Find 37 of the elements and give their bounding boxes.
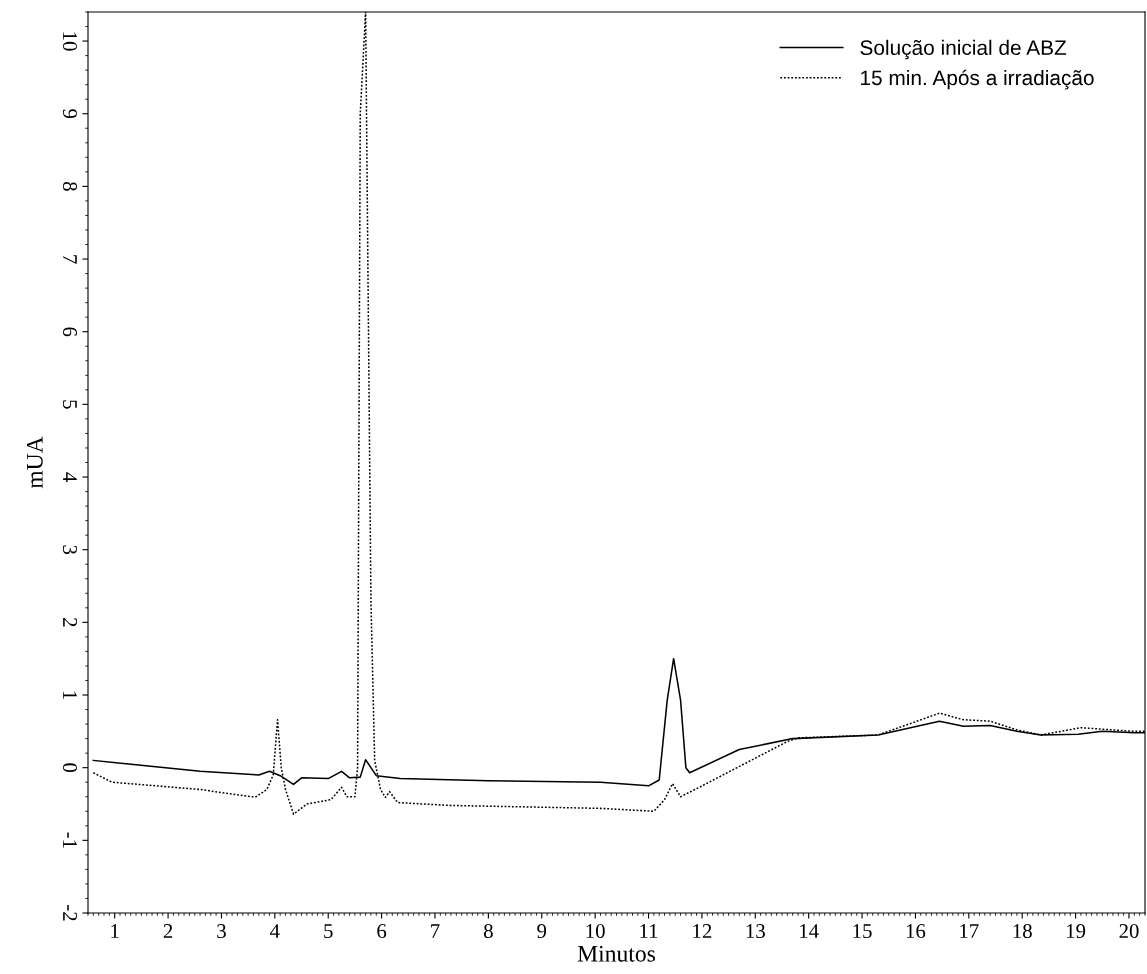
x-tick-label: 4: [270, 924, 280, 938]
y-tick-label: 6: [62, 327, 77, 337]
x-axis-title: Minutos: [577, 945, 655, 962]
x-tick-label: 2: [163, 924, 173, 938]
x-tick-label: 1: [111, 924, 119, 938]
x-tick-label: 18: [1013, 924, 1032, 939]
y-axis-title: mUA: [26, 436, 43, 489]
x-tick-label: 14: [800, 924, 819, 938]
x-tick-label: 8: [483, 924, 493, 939]
y-tick-label: -2: [63, 905, 77, 921]
legend-label: 15 min. Após a irradiação: [861, 69, 1094, 90]
x-tick-label: 5: [324, 924, 333, 939]
y-tick-label: 4: [63, 472, 77, 482]
y-tick-label: 2: [63, 618, 77, 627]
x-tick-label: 10: [586, 924, 605, 939]
y-tick-label: 1: [63, 691, 77, 699]
x-tick-label: 12: [693, 924, 712, 938]
x-tick-label: 20: [1119, 924, 1139, 939]
y-tick-label: 0: [62, 763, 77, 773]
x-tick-label: 19: [1067, 924, 1086, 939]
y-tick-label: 5: [62, 400, 77, 409]
y-tick-label: 3: [62, 545, 77, 555]
y-tick-label: 8: [62, 181, 77, 191]
x-tick-label: 11: [640, 924, 658, 938]
x-tick-label: 6: [377, 924, 387, 939]
y-tick-label: 9: [62, 109, 77, 119]
x-tick-label: 7: [431, 924, 440, 938]
x-tick-label: 15: [853, 924, 872, 939]
y-tick-label: -1: [63, 832, 77, 848]
legend-label: Solução inicial de ABZ: [860, 39, 1067, 60]
x-tick-label: 9: [537, 924, 547, 939]
y-tick-label: 10: [62, 32, 77, 51]
x-tick-label: 17: [960, 924, 979, 938]
y-tick-label: 7: [63, 255, 77, 264]
x-tick-label: 13: [746, 924, 765, 939]
x-tick-label: 3: [217, 924, 226, 939]
x-tick-label: 16: [906, 924, 926, 939]
